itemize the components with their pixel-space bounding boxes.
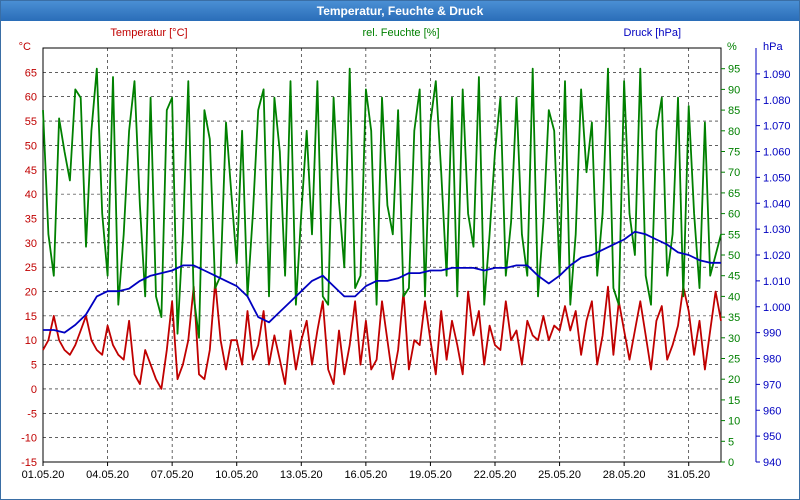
- temperature-tick-label: 35: [25, 213, 37, 225]
- humidity-tick-label: 95: [728, 64, 740, 76]
- temperature-tick-label: -10: [21, 433, 37, 445]
- humidity-series-line: [42, 67, 722, 339]
- pressure-unit-label: hPa: [763, 41, 783, 53]
- pressure-tick-label: 970: [763, 379, 781, 391]
- x-tick-label: 16.05.20: [344, 469, 387, 481]
- x-tick-label: 13.05.20: [280, 469, 323, 481]
- pressure-series-line: [43, 230, 721, 334]
- temperature-tick-label: -15: [21, 457, 37, 469]
- window-title: Temperatur, Feuchte & Druck: [1, 1, 799, 21]
- humidity-unit-label: %: [727, 41, 737, 53]
- x-tick-label: 10.05.20: [215, 469, 258, 481]
- chart-canvas: 01.05.20 04.05.20 07.05.20 10.05.20 13.05.20…: [19, 27, 791, 481]
- x-tick-label: 28.05.20: [603, 469, 646, 481]
- humidity-tick-label: 15: [728, 395, 740, 407]
- humidity-tick-label: 5: [728, 436, 734, 448]
- x-tick-label: 01.05.20: [22, 469, 65, 481]
- pressure-tick-label: 1.050: [763, 172, 791, 184]
- pressure-tick-label: 940: [763, 457, 781, 469]
- temperature-tick-label: 0: [31, 384, 37, 396]
- x-tick-label: 19.05.20: [409, 469, 452, 481]
- humidity-tick-label: 20: [728, 374, 740, 386]
- pressure-tick-label: 990: [763, 328, 781, 340]
- x-tick-label: 04.05.20: [86, 469, 129, 481]
- humidity-tick-label: 85: [728, 105, 740, 117]
- x-tick-label: 31.05.20: [667, 469, 710, 481]
- pressure-axis-title: Druck [hPa]: [624, 27, 681, 39]
- temperature-tick-label: 50: [25, 140, 37, 152]
- temperature-tick-label: 15: [25, 311, 37, 323]
- humidity-tick-label: 35: [728, 312, 740, 324]
- pressure-tick-label: 1.090: [763, 69, 791, 81]
- temperature-axis-title: Temperatur [°C]: [110, 27, 187, 39]
- pressure-tick-label: 950: [763, 431, 781, 443]
- pressure-tick-label: 1.070: [763, 121, 791, 133]
- humidity-tick-label: 60: [728, 209, 740, 221]
- humidity-tick-label: 90: [728, 84, 740, 96]
- temperature-tick-label: 40: [25, 189, 37, 201]
- temperature-tick-label: 55: [25, 116, 37, 128]
- pressure-tick-label: 1.010: [763, 276, 791, 288]
- pressure-tick-label: 1.020: [763, 250, 791, 262]
- humidity-tick-label: 75: [728, 147, 740, 159]
- temperature-tick-label: 20: [25, 287, 37, 299]
- temperature-tick-label: 5: [31, 360, 37, 372]
- humidity-tick-label: 70: [728, 167, 740, 179]
- temperature-tick-label: 30: [25, 238, 37, 250]
- temperature-tick-label: 10: [25, 335, 37, 347]
- humidity-tick-label: 40: [728, 291, 740, 303]
- humidity-tick-label: 10: [728, 416, 740, 428]
- temperature-tick-label: 65: [25, 67, 37, 79]
- humidity-tick-label: 30: [728, 333, 740, 345]
- humidity-axis-title: rel. Feuchte [%]: [362, 27, 439, 39]
- pressure-tick-label: 960: [763, 405, 781, 417]
- pressure-tick-label: 1.060: [763, 147, 791, 159]
- temperature-tick-label: 45: [25, 165, 37, 177]
- humidity-tick-label: 25: [728, 354, 740, 366]
- pressure-tick-label: 1.040: [763, 198, 791, 210]
- temperature-tick-label: -5: [27, 408, 37, 420]
- humidity-tick-label: 0: [728, 457, 734, 469]
- humidity-tick-label: 65: [728, 188, 740, 200]
- pressure-tick-label: 980: [763, 354, 781, 366]
- humidity-tick-label: 50: [728, 250, 740, 262]
- temperature-series-line: [42, 280, 722, 390]
- humidity-tick-label: 55: [728, 229, 740, 241]
- x-tick-label: 07.05.20: [151, 469, 194, 481]
- x-tick-label: 22.05.20: [474, 469, 517, 481]
- temperature-tick-label: 25: [25, 262, 37, 274]
- pressure-tick-label: 1.030: [763, 224, 791, 236]
- pressure-tick-label: 1.000: [763, 302, 791, 314]
- temperature-unit-label: °C: [19, 41, 31, 53]
- x-tick-label: 25.05.20: [538, 469, 581, 481]
- humidity-tick-label: 45: [728, 271, 740, 283]
- temperature-tick-label: 60: [25, 92, 37, 104]
- pressure-tick-label: 1.080: [763, 95, 791, 107]
- humidity-tick-label: 80: [728, 126, 740, 138]
